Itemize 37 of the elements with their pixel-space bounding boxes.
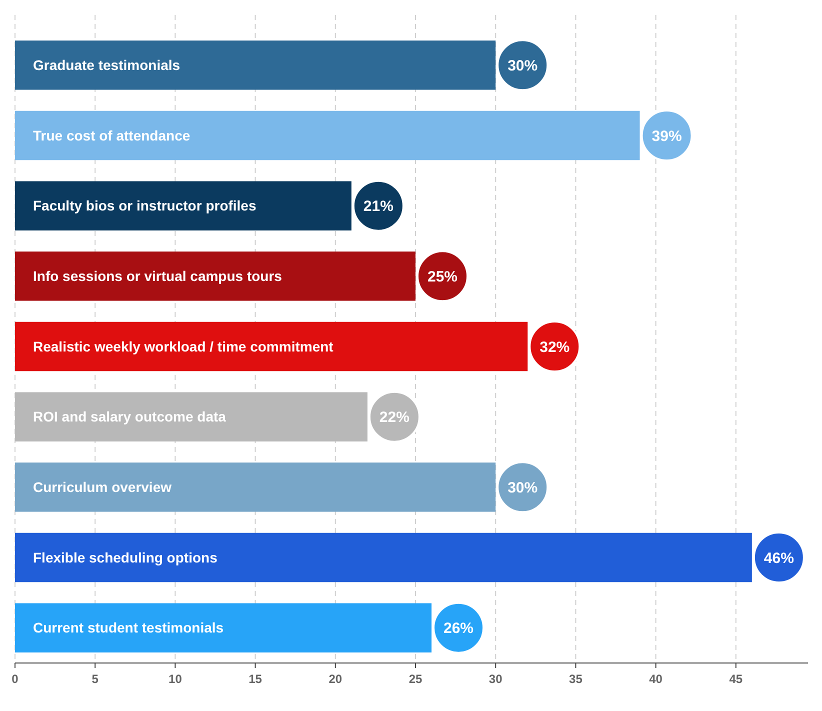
- y-tick-label: ROI and salary outcome data: [33, 408, 226, 425]
- data-label: 26%: [444, 620, 474, 638]
- x-tick-label: 40: [649, 672, 663, 686]
- bar: [15, 181, 352, 230]
- data-label: 21%: [363, 198, 394, 216]
- data-label: 46%: [764, 550, 794, 567]
- x-tick-label: 25: [408, 672, 422, 686]
- y-tick-label: Curriculum overview: [33, 479, 172, 496]
- y-tick-label: Graduate testimonials: [33, 57, 180, 74]
- bar: [15, 462, 496, 512]
- x-tick-label: 45: [729, 672, 743, 686]
- data-label: 30%: [508, 479, 538, 496]
- x-tick-label: 35: [569, 672, 583, 686]
- bar: [15, 392, 368, 442]
- bar: [15, 322, 528, 372]
- x-tick-label: 20: [328, 672, 342, 686]
- bar: [15, 40, 496, 90]
- bar: [15, 603, 432, 652]
- x-tick-label: 0: [12, 672, 19, 686]
- y-tick-label: Realistic weekly workload / time commitment: [33, 338, 334, 354]
- x-tick-label: 15: [248, 672, 262, 686]
- bar: [15, 110, 640, 160]
- bar: [15, 532, 752, 582]
- x-tick-label: 5: [92, 672, 99, 686]
- x-tick-label: 30: [488, 672, 503, 686]
- y-tick-label: Current student testimonials: [33, 620, 224, 636]
- data-label: 22%: [379, 409, 410, 426]
- bar: [15, 252, 416, 301]
- y-tick-label: Info sessions or virtual campus tours: [33, 268, 282, 284]
- data-label: 39%: [652, 128, 682, 145]
- data-label: 25%: [427, 268, 458, 286]
- x-tick-label: 10: [168, 672, 182, 686]
- y-tick-label: Flexible scheduling options: [33, 549, 218, 566]
- data-label: 32%: [540, 338, 570, 356]
- y-tick-label: True cost of attendance: [33, 127, 190, 144]
- y-tick-label: Faculty bios or instructor profiles: [33, 198, 256, 214]
- data-label: 30%: [508, 57, 538, 74]
